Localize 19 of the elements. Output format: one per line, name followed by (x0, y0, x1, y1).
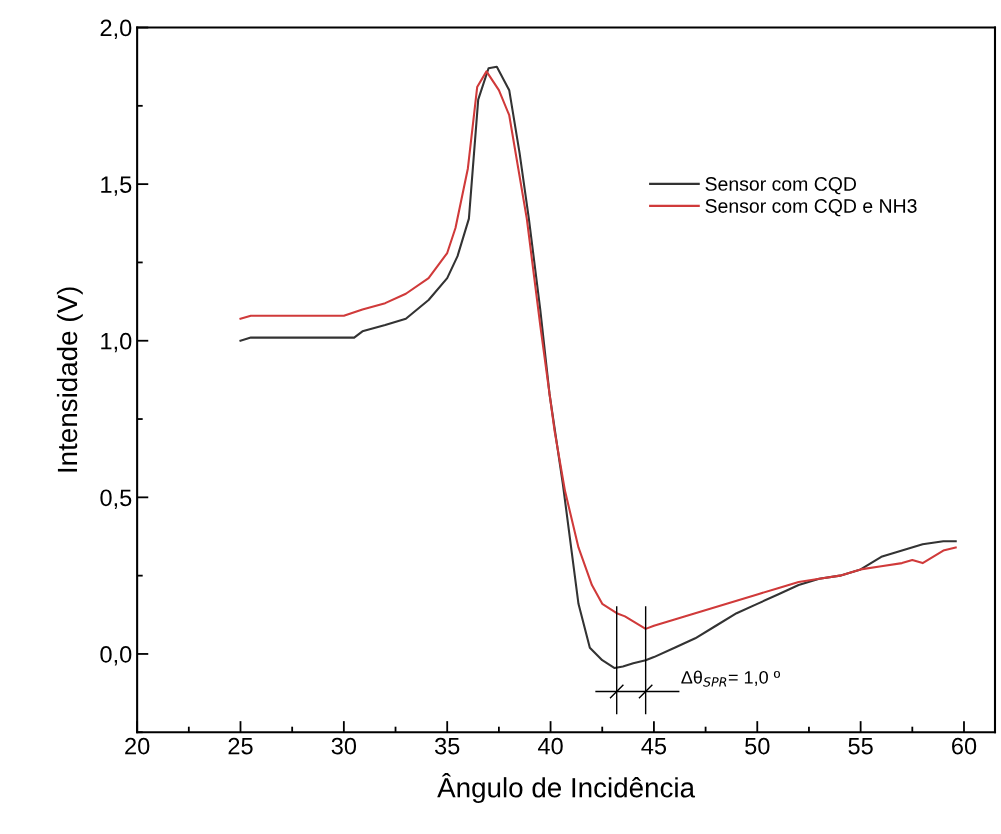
x-axis-title: Ângulo de Incidência (437, 773, 696, 804)
x-tick-label: 25 (228, 737, 253, 755)
y-tick-label: 1,0 (101, 332, 132, 353)
y-axis-title: Intensidade (V) (56, 287, 83, 472)
x-tick-label: 55 (848, 737, 873, 755)
x-tick-label: 45 (641, 737, 667, 755)
y-tick-label: 0,5 (100, 489, 132, 509)
x-tick-label: 35 (434, 737, 460, 755)
legend-label: Sensor com CQD e NH3 (705, 199, 917, 217)
y-tick-label: 0,0 (100, 646, 132, 666)
legend-label: Sensor com CQD (705, 177, 857, 195)
y-tick-label: 1,5 (101, 176, 132, 196)
x-tick-label: 50 (745, 737, 770, 755)
x-tick-label: 40 (537, 737, 563, 755)
annotation: Δθ$_{SPR}$= 1,0 º (681, 670, 781, 687)
x-tick-label: 60 (952, 737, 977, 755)
x-tick-label: 20 (125, 737, 150, 755)
x-tick-label: 30 (331, 737, 357, 755)
y-tick-label: 2,0 (100, 19, 132, 40)
